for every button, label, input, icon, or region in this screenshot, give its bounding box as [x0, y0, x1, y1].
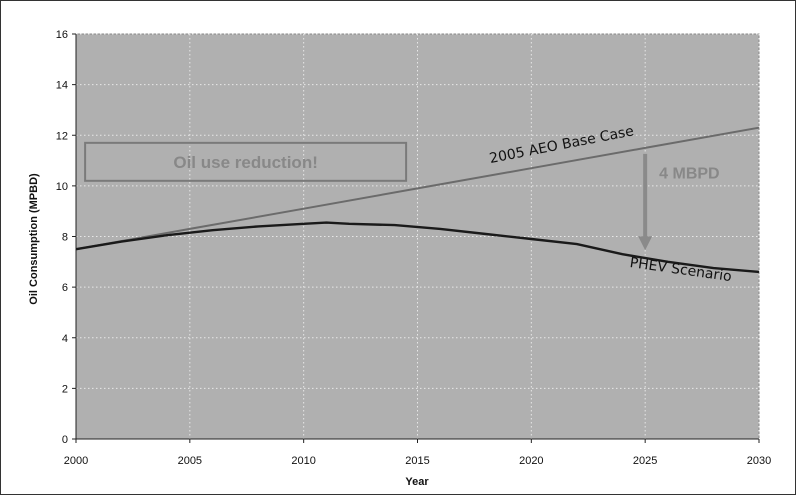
- plot-area: 0 2 4 6 8 10 12 14 16 2000 2005 2010 2015 2020 2025 203…: [56, 29, 771, 467]
- x-tick-label: 2000: [64, 455, 88, 467]
- y-tick-label: 6: [62, 282, 68, 294]
- difference-label: 4 MBPD: [659, 165, 719, 182]
- y-tick-label: 12: [56, 130, 68, 142]
- y-tick-label: 8: [62, 232, 68, 244]
- y-tick-label: 2: [62, 383, 68, 395]
- x-axis-title: Year: [405, 476, 429, 488]
- reduction-box: [84, 141, 408, 182]
- y-tick-label: 0: [62, 434, 68, 446]
- y-tick-label: 14: [56, 80, 68, 92]
- x-tick-label: 2015: [405, 455, 429, 467]
- x-tick-label: 2005: [178, 455, 202, 467]
- base-case-line: [75, 126, 760, 251]
- x-tick-label: 2025: [633, 455, 657, 467]
- x-tick-label: 2020: [519, 455, 543, 467]
- x-tick-label: 2030: [747, 455, 771, 467]
- x-tick-label: 2010: [291, 455, 315, 467]
- reduction-box-label: Oil use reduction!: [173, 153, 318, 172]
- phev-scenario-line: [75, 221, 760, 274]
- difference-arrow-head: [638, 236, 653, 251]
- y-tick-label: 16: [56, 29, 68, 41]
- y-tick-label: 10: [56, 181, 68, 193]
- y-tick-label: 4: [62, 333, 68, 345]
- y-axis-title: Oil Consumption (MPBD): [28, 173, 40, 305]
